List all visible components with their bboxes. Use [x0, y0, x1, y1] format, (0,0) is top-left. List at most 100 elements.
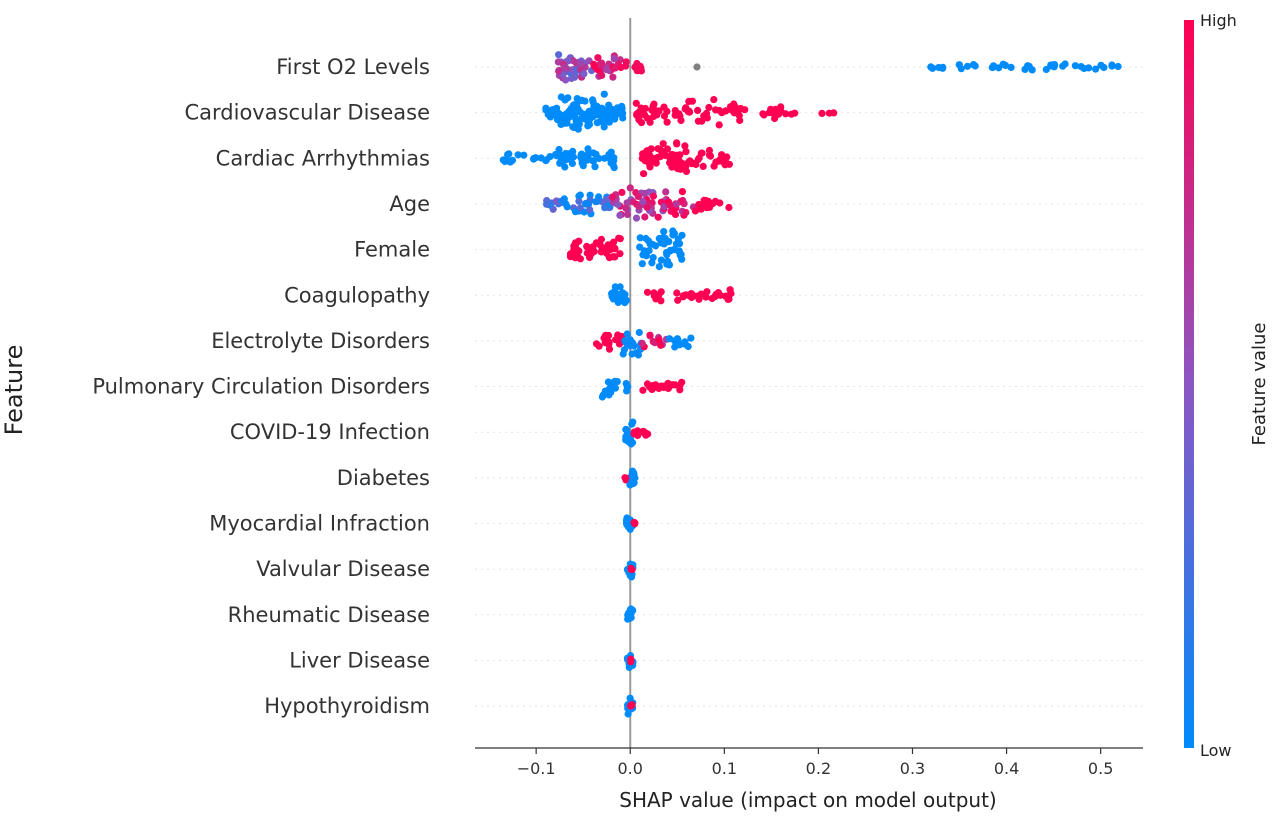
feature-label: Hypothyroidism: [264, 694, 430, 718]
colorbar-gradient: [1184, 20, 1194, 748]
shap-point: [635, 108, 643, 116]
shap-point: [641, 111, 649, 119]
shap-point: [575, 197, 583, 205]
shap-point: [626, 184, 634, 192]
shap-point: [698, 149, 706, 157]
shap-point: [699, 162, 707, 170]
shap-point: [589, 149, 598, 157]
colorbar-high-label: High: [1200, 11, 1237, 30]
shap-point: [577, 114, 586, 123]
shap-point: [660, 103, 668, 111]
shap-point: [706, 203, 714, 211]
shap-point: [627, 440, 635, 448]
shap-point: [759, 110, 767, 118]
shap-point: [555, 51, 563, 59]
shap-point: [670, 229, 679, 238]
feature-label: Pulmonary Circulation Disorders: [92, 375, 430, 399]
shap-point: [555, 145, 563, 154]
shap-point: [623, 210, 632, 219]
x-tick-label: 0.0: [618, 759, 643, 778]
feature-label: Cardiovascular Disease: [184, 101, 430, 125]
shap-point: [561, 163, 569, 171]
shap-point: [665, 261, 674, 269]
shap-point: [551, 150, 560, 159]
shap-point: [593, 102, 601, 110]
shap-point: [679, 292, 688, 300]
shap-point: [640, 170, 648, 178]
shap-point: [674, 296, 682, 304]
shap-point: [655, 336, 663, 344]
shap-point: [514, 151, 522, 159]
shap-point: [657, 256, 666, 264]
shap-point: [600, 334, 608, 342]
shap-point: [608, 193, 617, 201]
shap-point: [644, 430, 652, 438]
shap-point: [562, 76, 570, 84]
shap-point: [628, 566, 636, 574]
shap-point: [659, 140, 667, 148]
shap-point: [628, 701, 636, 709]
shap-point: [663, 118, 671, 126]
shap-point: [687, 334, 695, 342]
feature-label: Cardiac Arrhythmias: [216, 146, 430, 170]
shap-point: [705, 146, 714, 154]
shap-point: [641, 149, 649, 157]
shap-point: [702, 293, 710, 301]
shap-point: [601, 154, 609, 162]
shap-point: [671, 111, 679, 119]
shap-point: [733, 105, 741, 113]
shap-point: [1092, 65, 1100, 73]
shap-point: [634, 192, 642, 200]
shap-point: [995, 64, 1003, 72]
shap-point: [666, 246, 675, 254]
shap-point: [706, 152, 715, 160]
shap-point: [645, 247, 653, 255]
feature-rows: First O2 Levels Cardiovascular Disease Car…: [92, 55, 1143, 718]
shap-point: [670, 155, 679, 163]
shap-point: [598, 71, 606, 79]
shap-point: [693, 63, 701, 71]
shap-point: [611, 283, 619, 291]
shap-point: [557, 120, 565, 128]
y-axis-title: Feature: [0, 345, 28, 436]
shap-point: [628, 350, 636, 358]
shap-point: [660, 112, 669, 120]
shap-point: [1108, 62, 1116, 70]
shap-point: [580, 70, 588, 78]
shap-point: [655, 263, 663, 271]
shap-point: [771, 105, 780, 113]
shap-point: [685, 97, 693, 105]
feature-label: COVID-19 Infection: [230, 420, 430, 444]
shap-point: [624, 710, 632, 718]
shap-point: [765, 109, 773, 117]
shap-point: [569, 147, 577, 155]
shap-point: [601, 204, 609, 212]
shap-point: [654, 213, 662, 221]
shap-point: [503, 157, 512, 165]
shap-point: [610, 55, 618, 63]
shap-point: [636, 234, 644, 242]
shap-point: [620, 346, 629, 354]
shap-point: [674, 165, 682, 173]
shap-point: [634, 431, 642, 440]
shap-point: [676, 381, 684, 389]
shap-point: [647, 384, 655, 392]
shap-point: [635, 328, 643, 337]
shap-point: [603, 195, 611, 203]
shap-point: [698, 117, 706, 125]
shap-point: [715, 106, 724, 115]
shap-point: [542, 106, 550, 114]
shap-point: [666, 201, 674, 210]
shap-point: [671, 337, 679, 345]
shap-point: [723, 293, 731, 301]
shap-point: [616, 211, 624, 219]
shap-point: [586, 191, 594, 199]
shap-point: [603, 66, 611, 74]
shap-point: [653, 153, 662, 162]
shap-point: [1028, 66, 1036, 74]
shap-point: [520, 151, 528, 159]
shap-point: [571, 239, 580, 247]
shap-point: [504, 151, 512, 159]
